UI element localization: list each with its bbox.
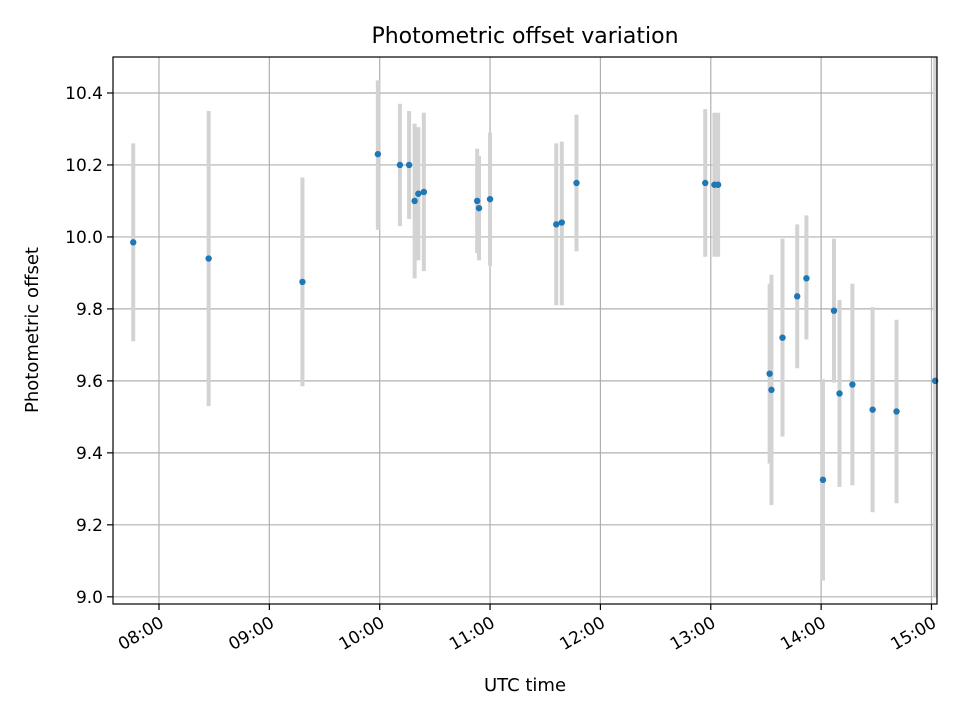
y-axis-label: Photometric offset xyxy=(22,247,43,413)
data-point xyxy=(849,381,856,388)
data-point xyxy=(794,293,801,300)
data-point xyxy=(836,390,843,397)
data-point xyxy=(553,221,560,228)
data-point xyxy=(405,161,413,169)
y-axis-ticks: 9.0 9.2 9.4 9.6 9.8 10.0 10.2 10.4 xyxy=(65,84,113,608)
data-point xyxy=(830,307,838,314)
grid-lines xyxy=(113,57,937,604)
data-point xyxy=(374,150,382,158)
data-point xyxy=(893,408,900,415)
x-tick-label: 09:00 xyxy=(225,613,277,655)
data-point xyxy=(558,219,565,226)
x-axis-label: UTC time xyxy=(484,675,566,696)
data-point xyxy=(420,188,428,196)
data-point xyxy=(130,239,137,246)
x-axis-ticks: 08:00 09:00 10:00 11:00 12:00 13:00 14:00 15:00 xyxy=(115,604,940,655)
data-points xyxy=(130,150,939,484)
data-point xyxy=(819,476,827,484)
x-tick-label: 15:00 xyxy=(888,613,940,655)
data-point xyxy=(411,197,418,205)
x-tick-label: 13:00 xyxy=(667,613,719,655)
data-point xyxy=(768,386,775,394)
data-point xyxy=(299,278,306,286)
y-tick-label: 10.2 xyxy=(65,156,103,176)
chart-title: Photometric offset variation xyxy=(371,24,678,49)
y-tick-label: 10.4 xyxy=(65,84,103,104)
x-tick-label: 08:00 xyxy=(115,613,167,655)
x-tick-label: 11:00 xyxy=(446,613,498,655)
data-point xyxy=(714,181,722,188)
data-point xyxy=(702,179,709,187)
plot-frame xyxy=(112,56,938,605)
y-tick-label: 9.4 xyxy=(76,444,103,464)
data-point xyxy=(475,204,483,212)
data-point xyxy=(766,370,773,377)
y-tick-label: 9.8 xyxy=(76,300,103,320)
y-tick-label: 9.2 xyxy=(76,516,103,536)
x-tick-label: 10:00 xyxy=(336,613,388,655)
data-point xyxy=(869,406,876,413)
y-tick-label: 10.0 xyxy=(65,228,103,248)
data-point xyxy=(415,190,422,197)
data-point xyxy=(473,197,481,205)
data-point xyxy=(396,161,404,169)
y-tick-label: 9.6 xyxy=(76,372,103,392)
y-tick-label: 9.0 xyxy=(76,588,103,608)
data-point xyxy=(803,275,810,282)
data-point xyxy=(573,179,580,187)
data-point xyxy=(779,334,786,341)
x-tick-label: 14:00 xyxy=(777,613,829,655)
data-point xyxy=(486,195,494,203)
data-point xyxy=(205,255,212,262)
error-bars xyxy=(131,57,938,597)
x-tick-label: 12:00 xyxy=(556,613,608,655)
